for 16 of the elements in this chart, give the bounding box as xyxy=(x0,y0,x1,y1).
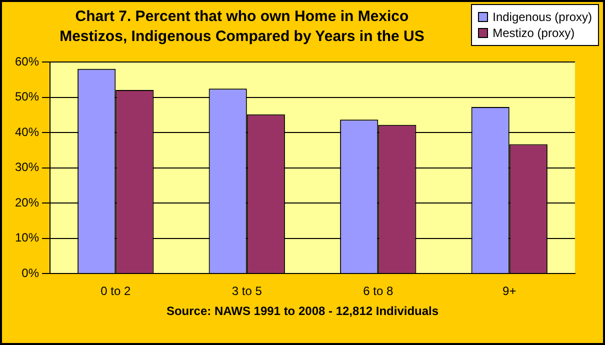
x-tick-label: 3 to 5 xyxy=(232,284,262,298)
y-tick-label: 0% xyxy=(22,266,40,280)
text: Mestizos, Indigenous Compared by Years in the US xyxy=(60,28,424,45)
y-tick-label: 40% xyxy=(14,124,40,139)
y-tick-label: 50% xyxy=(14,90,40,104)
y-tick-label: 60% xyxy=(14,54,40,69)
text: Chart 7. Percent that who own Home in Mexico xyxy=(75,8,409,25)
y-tick-label: 20% xyxy=(14,195,40,210)
y-tick-label: 30% xyxy=(14,160,40,174)
x-tick-label: 6 to 8 xyxy=(363,284,394,298)
x-tick-label: 0 to 2 xyxy=(100,284,131,298)
source-note: Source: NAWS 1991 to 2008 - 12,812 Individuals xyxy=(165,304,440,318)
y-tick-label: 10% xyxy=(14,230,40,245)
legend-label: Mestizo (proxy) xyxy=(492,26,576,40)
legend-label: Indigenous (proxy) xyxy=(492,10,592,24)
x-tick-label: 9+ xyxy=(502,284,516,298)
